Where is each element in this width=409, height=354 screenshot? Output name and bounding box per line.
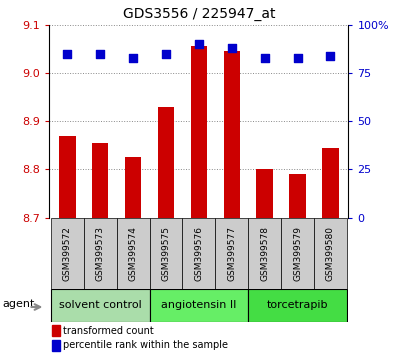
Text: solvent control: solvent control [58, 300, 141, 310]
Bar [247, 218, 281, 289]
Bar [182, 218, 215, 289]
Bar [157, 107, 174, 218]
Point [294, 55, 300, 61]
Bar [149, 289, 247, 322]
Bar [59, 136, 75, 218]
Point [64, 51, 70, 57]
Point [228, 45, 234, 51]
Point [97, 51, 103, 57]
Point [261, 55, 267, 61]
Bar [125, 158, 141, 218]
Text: transformed count: transformed count [63, 326, 153, 336]
Point [326, 53, 333, 58]
Text: agent: agent [2, 299, 35, 309]
Text: GSM399578: GSM399578 [259, 225, 268, 281]
Point [130, 55, 136, 61]
Bar [52, 325, 60, 336]
Text: GSM399580: GSM399580 [325, 225, 334, 281]
Text: GSM399576: GSM399576 [194, 225, 203, 281]
Bar [321, 148, 338, 218]
Text: torcetrapib: torcetrapib [266, 300, 328, 310]
Bar [51, 218, 83, 289]
Bar [83, 218, 116, 289]
Text: GSM399572: GSM399572 [63, 225, 72, 281]
Bar [92, 143, 108, 218]
Bar [149, 218, 182, 289]
Bar [313, 218, 346, 289]
Text: GSM399577: GSM399577 [227, 225, 236, 281]
Bar [281, 218, 313, 289]
Bar [223, 51, 239, 218]
Title: GDS3556 / 225947_at: GDS3556 / 225947_at [122, 7, 274, 21]
Text: percentile rank within the sample: percentile rank within the sample [63, 341, 227, 350]
Point [195, 41, 202, 47]
Bar [289, 174, 305, 218]
Bar [247, 289, 346, 322]
Text: angiotensin II: angiotensin II [161, 300, 236, 310]
Point [162, 51, 169, 57]
Text: GSM399573: GSM399573 [95, 225, 104, 281]
Bar [190, 46, 207, 218]
Bar [215, 218, 247, 289]
Bar [116, 218, 149, 289]
Bar [52, 340, 60, 351]
Text: GSM399574: GSM399574 [128, 225, 137, 281]
Text: GSM399575: GSM399575 [161, 225, 170, 281]
Bar [51, 289, 149, 322]
Text: GSM399579: GSM399579 [292, 225, 301, 281]
Bar [256, 169, 272, 218]
